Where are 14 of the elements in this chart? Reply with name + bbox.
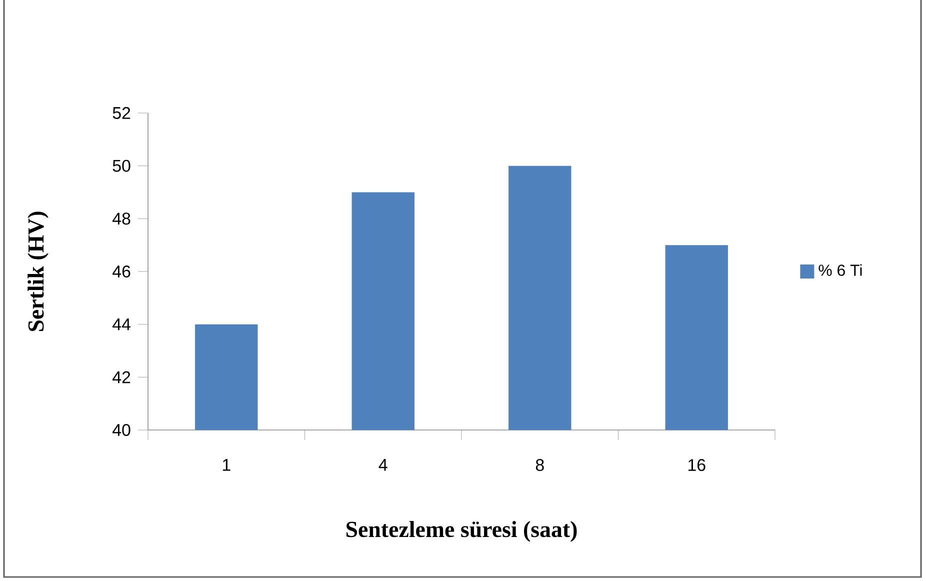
y-tick-label: 42: [112, 371, 130, 384]
y-tick-label: 40: [112, 424, 130, 436]
x-tick-label: 16: [688, 459, 706, 472]
y-tick-label: 46: [112, 266, 130, 278]
y-tick-label: 48: [112, 212, 130, 225]
y-tick-label: 52: [112, 107, 130, 119]
legend-label: % 6 Ti: [818, 264, 862, 276]
x-tick-label: 4: [378, 459, 388, 471]
y-tick-label: 44: [112, 318, 130, 330]
x-tick-label: 8: [536, 459, 544, 472]
y-tick-label: 50: [112, 160, 130, 172]
x-axis-title: Sentezleme süresi (saat): [346, 521, 577, 542]
x-tick-label: 1: [222, 459, 230, 471]
y-axis-title: Sertlik (HV): [28, 212, 48, 332]
